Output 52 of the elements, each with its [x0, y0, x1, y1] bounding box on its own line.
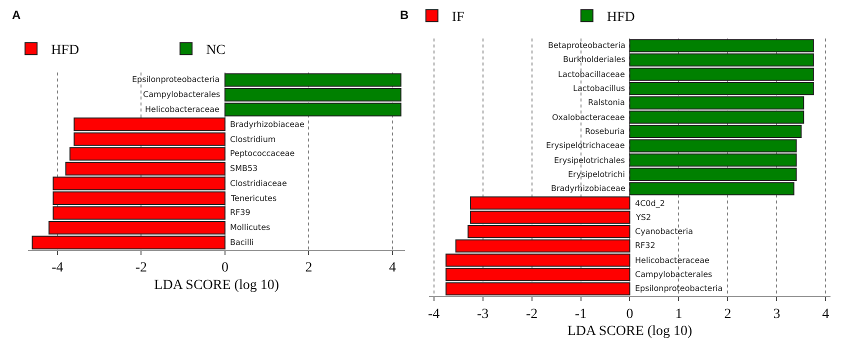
x-axis-title: LDA SCORE (log 10) — [154, 278, 280, 294]
y-tick-label: Lactobacillus — [573, 84, 626, 93]
x-tick-label: 4 — [822, 306, 830, 322]
y-tick-label: Roseburia — [585, 127, 625, 136]
legend-label: NC — [206, 43, 226, 58]
x-tick-label: 1 — [675, 306, 682, 322]
chart-title: A — [12, 8, 21, 22]
x-tick-label: 2 — [724, 306, 732, 322]
legend-label: HFD — [51, 43, 80, 58]
y-tick-label: Helicobacteraceae — [635, 256, 710, 265]
x-tick-label: -1 — [574, 306, 587, 322]
y-tick-label: Lactobacillaceae — [558, 70, 625, 79]
y-tick-label: Cyanobacteria — [635, 227, 694, 236]
y-tick-label: Bacilli — [230, 238, 254, 247]
x-tick-label: -2 — [526, 306, 538, 322]
y-tick-label: Clostridium — [230, 135, 276, 144]
y-tick-label: Ralstonia — [588, 98, 625, 107]
y-tick-label: Campylobacterales — [143, 90, 220, 99]
x-tick-label: 0 — [626, 306, 634, 322]
y-tick-label: Campylobacterales — [635, 270, 712, 279]
x-tick-label: -2 — [135, 260, 148, 276]
y-tick-label: Epsilonproteobacteria — [132, 75, 220, 84]
x-tick-label: 3 — [773, 306, 780, 322]
y-tick-label: YS2 — [635, 213, 652, 222]
x-tick-label: -4 — [428, 306, 440, 322]
legend-label: HFD — [606, 10, 635, 26]
y-tick-label: Clostridiaceae — [230, 179, 287, 188]
y-tick-label: SMB53 — [230, 164, 258, 173]
y-tick-label: Burkholderiales — [563, 55, 626, 64]
y-tick-label: Tenericutes — [230, 194, 277, 203]
y-tick-label: Erysipelotrichaceae — [546, 141, 625, 150]
y-tick-label: Betaproteobacteria — [548, 41, 626, 50]
x-tick-label: -4 — [52, 260, 64, 276]
chart-title: B — [400, 8, 409, 22]
y-tick-label: Mollicutes — [230, 223, 270, 232]
y-tick-label: RF32 — [635, 241, 656, 250]
y-tick-label: Bradyrhizobiaceae — [551, 184, 626, 193]
y-tick-label: Peptococcaceae — [230, 149, 295, 158]
y-tick-label: Bradyrhizobiaceae — [230, 120, 304, 129]
x-tick-label: -3 — [476, 306, 489, 322]
y-tick-label: Oxalobacteraceae — [552, 113, 625, 122]
x-tick-label: 4 — [389, 260, 396, 276]
x-axis-title: LDA SCORE (log 10) — [567, 324, 692, 340]
y-tick-label: Helicobacteraceae — [145, 105, 220, 114]
y-tick-label: RF39 — [230, 208, 250, 217]
y-tick-label: Erysipelotrichales — [554, 156, 625, 165]
y-tick-label: 4C0d_2 — [635, 199, 665, 208]
y-tick-label: Erysipelotrichi — [568, 170, 625, 179]
x-tick-label: 2 — [305, 260, 312, 276]
legend-label: IF — [452, 10, 465, 26]
x-tick-label: 0 — [221, 260, 228, 276]
y-tick-label: Epsilonproteobacteria — [635, 284, 723, 293]
